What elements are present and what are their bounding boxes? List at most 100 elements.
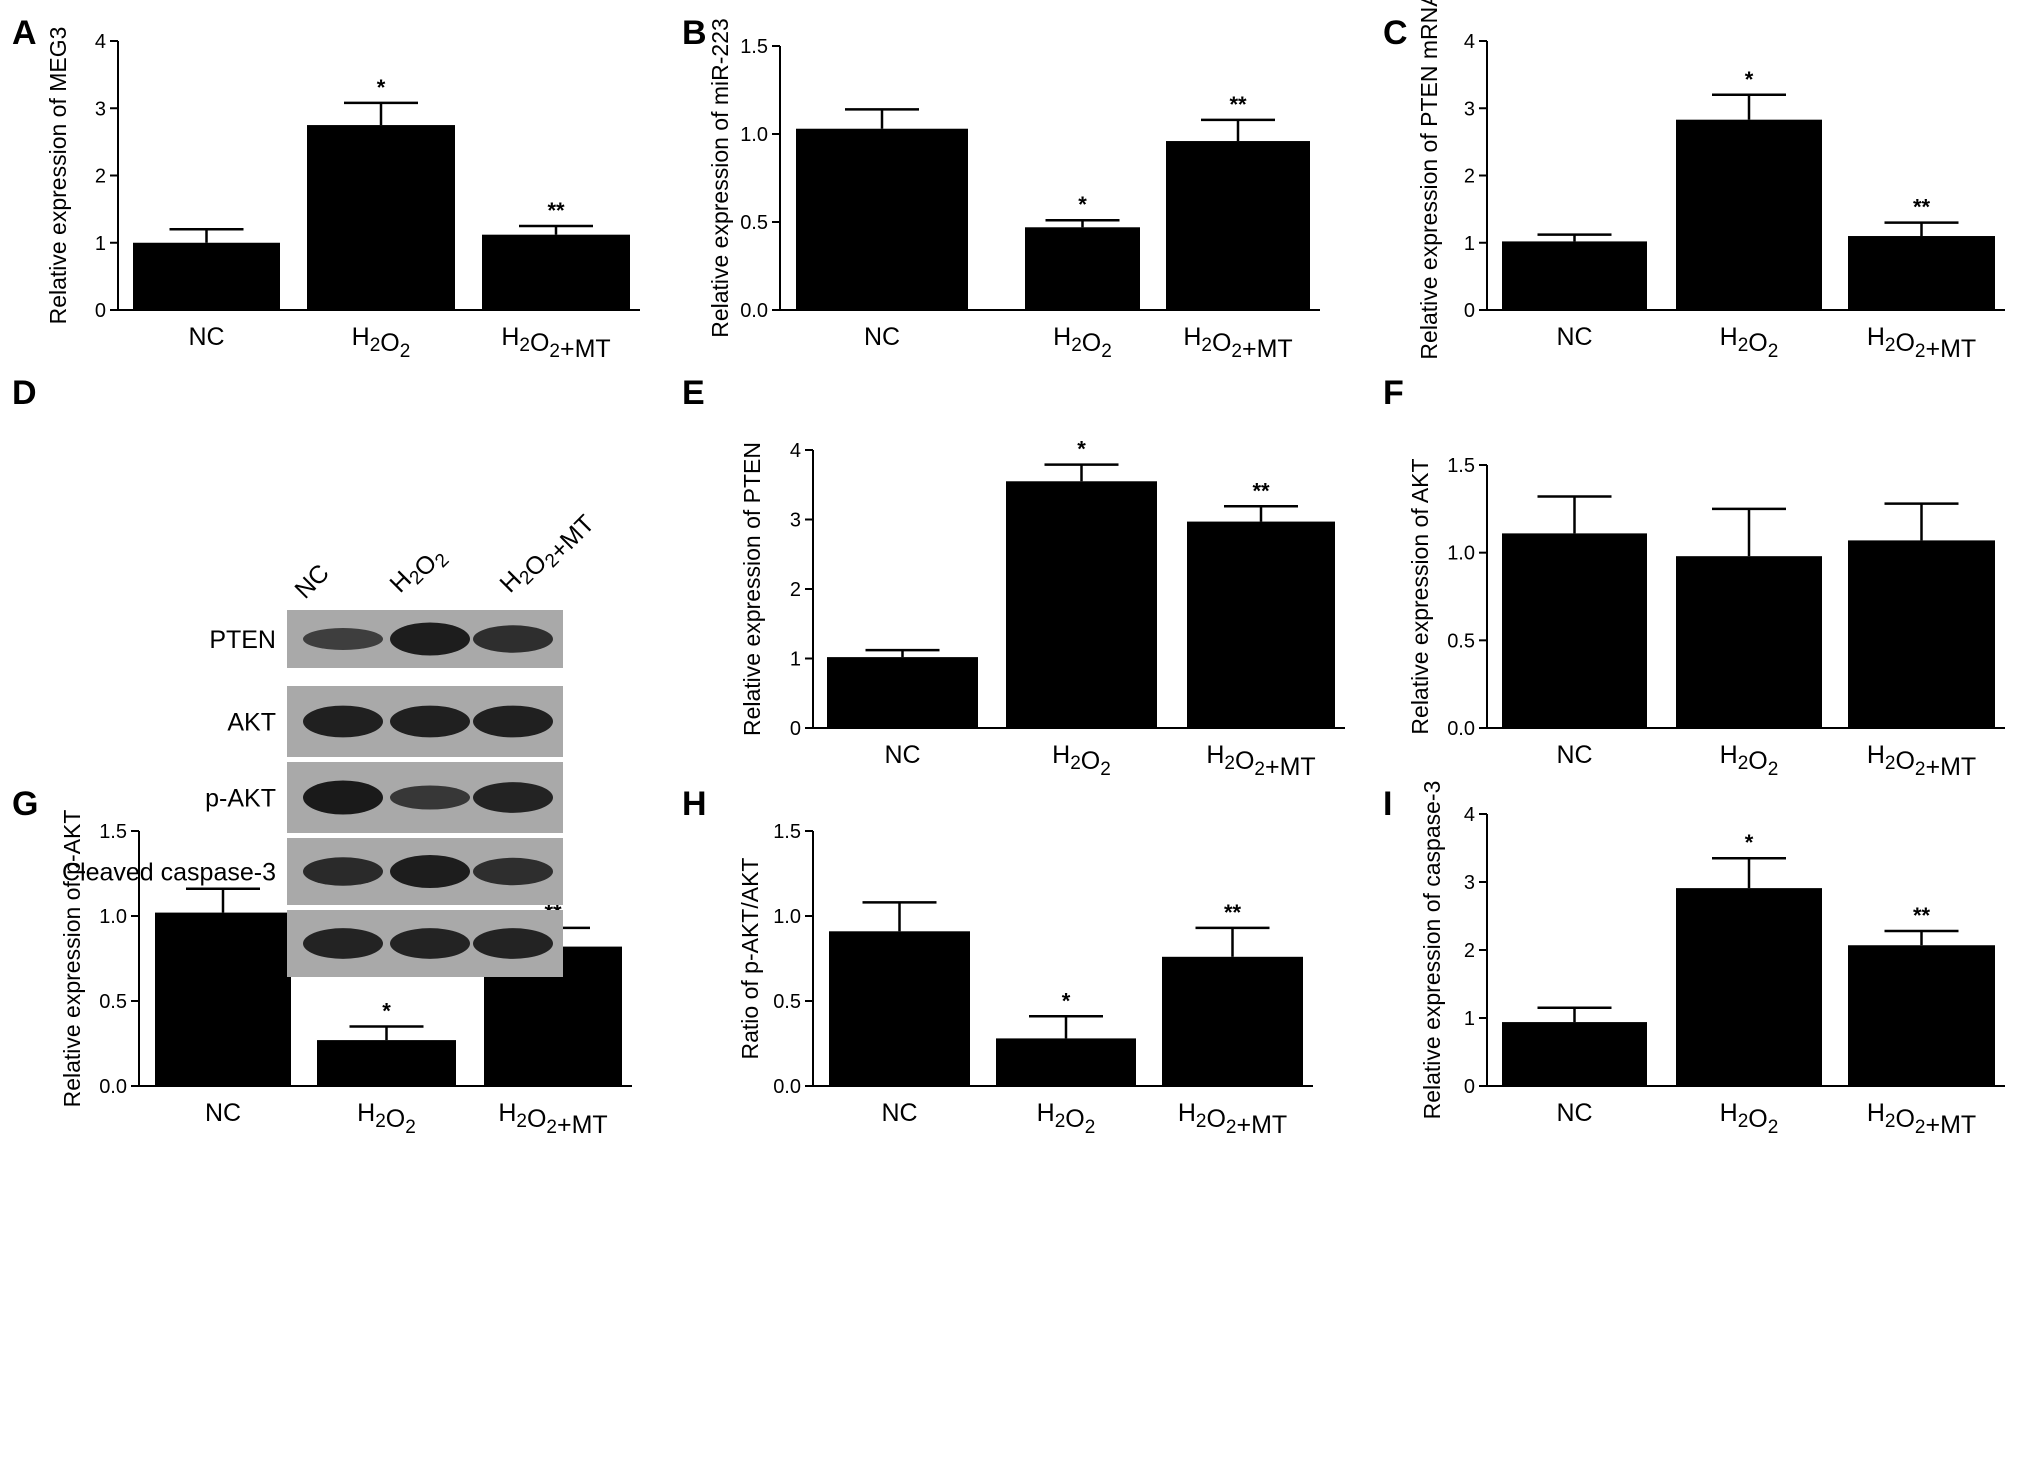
x-tick-label: NC xyxy=(1556,1099,1592,1127)
blot-band xyxy=(390,705,470,738)
blot-band xyxy=(303,628,383,650)
y-tick-label: 1 xyxy=(1464,233,1475,255)
significance-mark: * xyxy=(1077,437,1086,462)
bar xyxy=(1502,241,1647,310)
panel-letter: I xyxy=(1383,785,1392,823)
blot-band xyxy=(303,857,383,886)
bar xyxy=(829,931,970,1086)
blot-band xyxy=(473,928,553,959)
x-tick-label: H2O2+MT xyxy=(501,323,610,363)
blot-row-label: p-AKT xyxy=(205,785,276,813)
x-tick-label: H2O2+MT xyxy=(1867,323,1976,363)
bar xyxy=(1006,481,1157,728)
y-tick-label: 0.0 xyxy=(740,300,768,322)
blot-band xyxy=(390,928,470,959)
panel-letter: F xyxy=(1383,374,1404,412)
blot-band xyxy=(390,785,470,810)
panel-letter: E xyxy=(682,374,705,412)
y-axis-label: Relative expression of p-AKT xyxy=(59,810,85,1108)
western-blot-panel: D NC H2O2 H2O2+MT PTEN AKT p-AKT Cleaved caspas… xyxy=(12,374,600,977)
x-tick-label: NC xyxy=(205,1099,241,1127)
y-axis-label: Relative expression of caspase-3 xyxy=(1419,781,1445,1120)
bar xyxy=(1502,1022,1647,1086)
y-tick-label: 4 xyxy=(95,31,106,53)
bar xyxy=(1162,956,1303,1086)
bar xyxy=(1676,119,1822,311)
significance-mark: * xyxy=(377,75,386,100)
significance-mark: ** xyxy=(547,198,565,223)
y-tick-label: 0.5 xyxy=(740,212,768,234)
blot-band xyxy=(303,780,383,815)
x-tick-label: H2O2+MT xyxy=(1178,1099,1287,1139)
y-tick-label: 3 xyxy=(1464,872,1475,894)
y-tick-label: 4 xyxy=(790,440,801,462)
significance-mark: * xyxy=(382,999,391,1024)
y-axis-label: Relative expression of miR-223 xyxy=(707,18,733,338)
significance-mark: ** xyxy=(1913,903,1931,928)
blot-row-label: AKT xyxy=(227,709,276,737)
x-tick-label: H2O2+MT xyxy=(1206,741,1315,781)
x-tick-label: H2O2 xyxy=(1720,741,1779,780)
significance-mark: ** xyxy=(1252,478,1270,503)
x-tick-label: H2O2 xyxy=(1720,323,1779,362)
bar xyxy=(796,128,968,310)
blot-band xyxy=(390,855,470,888)
bar xyxy=(1676,556,1822,728)
blot-row-label: PTEN xyxy=(209,626,276,654)
y-tick-label: 2 xyxy=(95,166,106,188)
panel-letter: C xyxy=(1383,14,1408,52)
bar xyxy=(482,234,630,310)
panel-letter: A xyxy=(12,14,37,52)
chart-panel-g: G 0.0 0.5 1.0 1.5 Relative expression of p-AK… xyxy=(12,785,632,1139)
y-tick-label: 1.5 xyxy=(773,821,801,843)
significance-mark: ** xyxy=(1913,195,1931,220)
x-tick-label: H2O2 xyxy=(1037,1099,1096,1138)
significance-mark: * xyxy=(1062,988,1071,1013)
significance-mark: * xyxy=(1745,830,1754,855)
panel-letter: H xyxy=(682,785,707,823)
significance-mark: ** xyxy=(1229,92,1247,117)
panel-letter: D xyxy=(12,374,37,412)
bar xyxy=(996,1038,1136,1086)
x-tick-label: NC xyxy=(881,1099,917,1127)
blot-band xyxy=(303,705,383,738)
chart-panel-f: F 0.0 0.5 1.0 1.5 Relative expression of AKT N… xyxy=(1383,374,2005,781)
blot-band xyxy=(473,705,553,738)
lane-label: H2O2+MT xyxy=(494,501,600,607)
y-tick-label: 2 xyxy=(1464,166,1475,188)
x-tick-label: NC xyxy=(864,323,900,351)
y-tick-label: 1.5 xyxy=(740,36,768,58)
y-tick-label: 0.0 xyxy=(773,1076,801,1098)
y-axis-label: Relative expression of AKT xyxy=(1407,458,1433,734)
blot-band xyxy=(390,622,470,656)
y-axis-label: Relative expression of PTEN xyxy=(739,442,765,736)
y-tick-label: 0 xyxy=(790,718,801,740)
bar xyxy=(1676,888,1822,1086)
blot-row-label: Cleaved caspase-3 xyxy=(62,859,276,887)
panel-letter: B xyxy=(682,14,707,52)
x-tick-label: NC xyxy=(1556,741,1592,769)
y-tick-label: 2 xyxy=(790,579,801,601)
lane-label: NC xyxy=(289,559,334,604)
y-tick-label: 1.0 xyxy=(1447,543,1475,565)
x-tick-label: H2O2 xyxy=(1720,1099,1779,1138)
chart-panel-c: C 0 1 2 3 4 Relative expression of PTEN mRNA NC… xyxy=(1383,0,2005,363)
x-tick-label: NC xyxy=(188,323,224,351)
y-tick-label: 3 xyxy=(1464,98,1475,120)
x-tick-label: H2O2+MT xyxy=(498,1099,607,1139)
y-tick-label: 0.5 xyxy=(1447,630,1475,652)
blot-band xyxy=(473,782,553,813)
x-tick-label: H2O2 xyxy=(1053,323,1112,362)
x-tick-label: H2O2 xyxy=(1052,741,1111,780)
y-tick-label: 0 xyxy=(95,300,106,322)
blot-row-label: β-actin xyxy=(200,931,276,959)
y-tick-label: 0 xyxy=(1464,300,1475,322)
y-tick-label: 0.0 xyxy=(99,1076,127,1098)
significance-mark: * xyxy=(1078,192,1087,217)
chart-panel-a: A 0 1 2 3 4 Relative expression of MEG3 NC * H2O2… xyxy=(12,14,640,363)
chart-panel-h: H 0.0 0.5 1.0 1.5 Ratio of p-AKT/AKT NC * H2O2 **… xyxy=(682,785,1313,1139)
bar xyxy=(133,242,280,310)
x-tick-label: NC xyxy=(884,741,920,769)
bar xyxy=(827,657,978,728)
